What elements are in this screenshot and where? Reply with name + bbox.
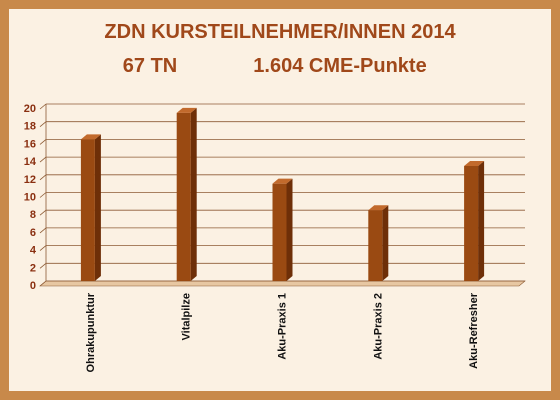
bar-side: [190, 107, 197, 281]
x-category-label: Aku-Praxis 1: [277, 293, 289, 360]
gridline-depth: [39, 121, 47, 128]
gridline-depth: [39, 245, 47, 251]
bar-front: [80, 139, 95, 281]
x-category-label: Ohrakupunktur: [85, 292, 97, 372]
y-tick-label: 16: [24, 138, 36, 150]
y-tick-label: 18: [24, 121, 36, 133]
bar-front: [368, 210, 383, 281]
bar-front: [176, 112, 191, 281]
y-tick-label: 2: [30, 262, 36, 274]
gridline-depth: [39, 227, 47, 234]
x-category-label: Vitalpilze: [181, 293, 193, 340]
gridline-depth: [39, 156, 47, 163]
y-tick-label: 10: [24, 192, 36, 204]
chart-title: ZDN KURSTEILNEHMER/INNEN 2014: [104, 21, 456, 43]
y-tick-label: 8: [30, 209, 36, 221]
participants-count: 67 TN: [123, 55, 177, 77]
y-tick-label: 6: [30, 227, 36, 239]
bar-vitalpilze: [176, 107, 197, 281]
gridline-depth: [39, 103, 47, 110]
bar-ohrakupunktur: [80, 134, 101, 281]
gridline-depth: [39, 280, 47, 287]
bar-side: [94, 134, 101, 281]
plot-area: 0 2 4 6 8 10 12 14 16 18 20 Ohrakupunktur Vitalpilze…: [24, 103, 526, 372]
y-tick-label: 14: [24, 156, 37, 168]
x-category-label: Aku-Refresher: [468, 292, 480, 369]
bar-front: [272, 183, 287, 281]
y-tick-label: 4: [30, 245, 37, 257]
gridline-depth: [39, 192, 47, 198]
gridline-depth: [39, 209, 47, 216]
bar-top: [176, 107, 197, 113]
chart-floor: [39, 280, 526, 287]
y-tick-label: 20: [24, 103, 36, 115]
cme-points: 1.604 CME-Punkte: [253, 55, 426, 77]
bar-side: [286, 178, 293, 281]
gridline-depth: [39, 174, 47, 181]
bar-side: [382, 205, 389, 281]
gridline-depth: [39, 139, 47, 145]
bar-top: [80, 134, 101, 140]
y-tick-label: 0: [30, 280, 36, 292]
bar-aku-praxis-1: [272, 178, 293, 281]
x-category-label: Aku-Praxis 2: [372, 293, 384, 360]
bar-top: [272, 178, 293, 184]
gridline-depth: [39, 262, 47, 269]
bar-front: [464, 165, 479, 281]
bar-aku-refresher: [464, 160, 485, 281]
bar-side: [478, 160, 485, 281]
bar-top: [464, 160, 485, 166]
bar-aku-praxis-2: [368, 205, 389, 281]
bar-top: [368, 205, 389, 211]
y-tick-label: 12: [24, 174, 36, 186]
